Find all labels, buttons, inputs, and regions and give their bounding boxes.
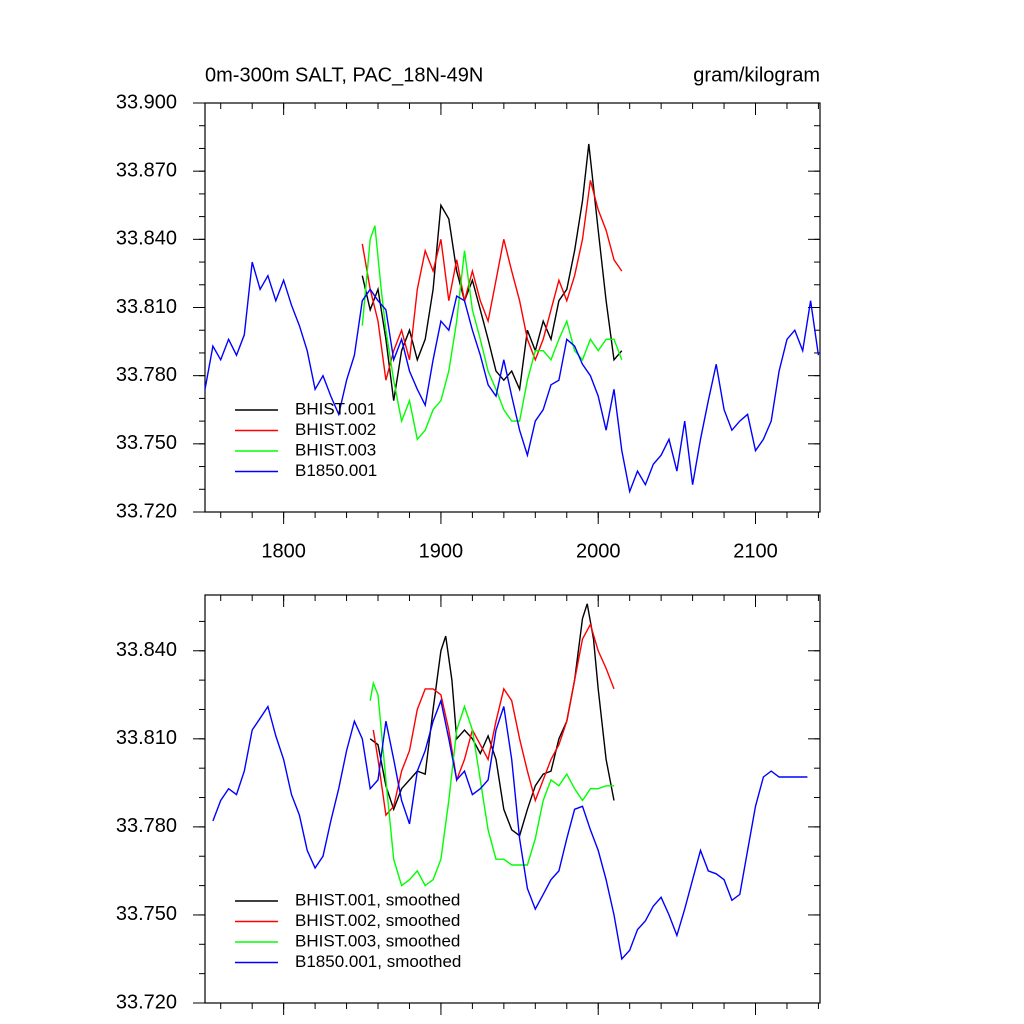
plot-frame [204, 594, 821, 1004]
y-tick-label: 33.720 [116, 991, 177, 1013]
x-tick-label: 2000 [576, 540, 621, 562]
y-tick-label: 33.810 [116, 296, 177, 318]
plot-frame [204, 102, 821, 513]
x-tick-label: 1800 [261, 540, 306, 562]
y-tick-label: 33.840 [116, 639, 177, 661]
legend-label: BHIST.001, smoothed [295, 890, 460, 909]
y-tick-label: 33.840 [116, 228, 177, 250]
y-tick-label: 33.750 [116, 432, 177, 454]
series-line [372, 622, 615, 817]
legend-label: BHIST.002, smoothed [295, 911, 460, 930]
series-line [212, 698, 808, 961]
units-label: gram/kilogram [693, 64, 820, 86]
chart-title: 0m-300m SALT, PAC_18N-49N [205, 64, 483, 86]
y-tick-label: 33.750 [116, 903, 177, 925]
series-line [361, 180, 623, 381]
x-tick-label: 1900 [419, 540, 464, 562]
legend-label: BHIST.003 [295, 440, 376, 459]
legend-label: B1850.001, smoothed [295, 952, 461, 971]
series-line [361, 143, 623, 401]
x-tick-label: 2100 [733, 540, 778, 562]
y-tick-label: 33.780 [116, 364, 177, 386]
series-line [369, 603, 615, 837]
y-tick-label: 33.870 [116, 159, 177, 181]
legend-label: BHIST.002 [295, 420, 376, 439]
legend-label: B1850.001 [295, 461, 377, 480]
y-tick-label: 33.720 [116, 500, 177, 522]
y-tick-label: 33.900 [116, 91, 177, 113]
y-tick-label: 33.780 [116, 815, 177, 837]
series-line [204, 261, 820, 495]
legend-label: BHIST.001 [295, 399, 376, 418]
legend-label: BHIST.003, smoothed [295, 931, 460, 950]
series-line [369, 680, 614, 887]
y-tick-label: 33.810 [116, 727, 177, 749]
